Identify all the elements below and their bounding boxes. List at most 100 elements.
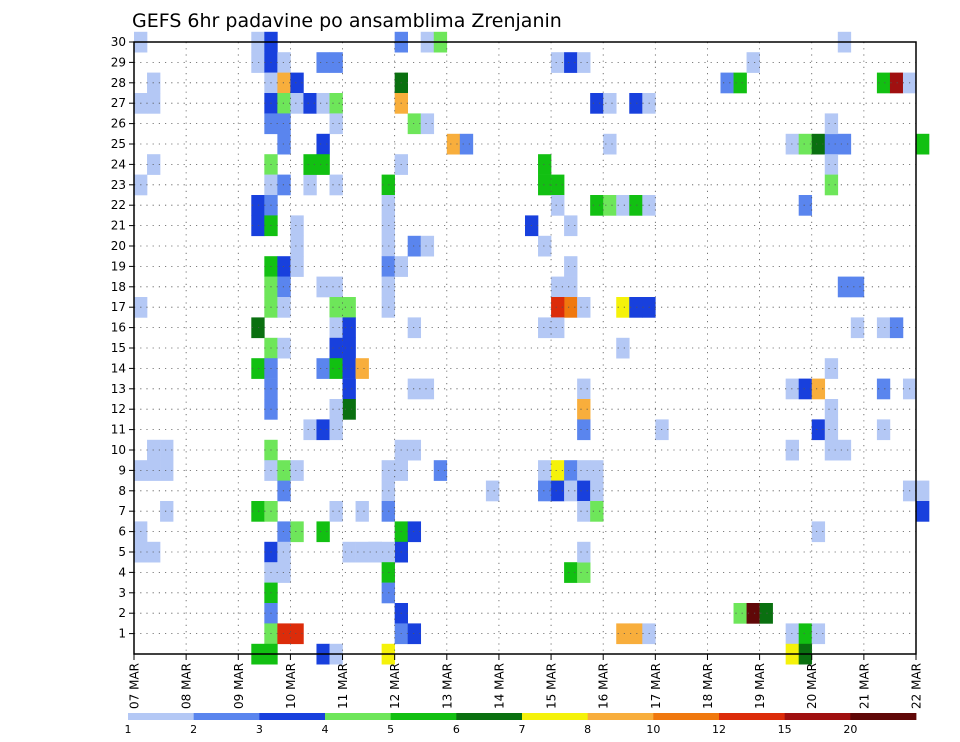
precip-cell — [551, 297, 565, 318]
precip-cell — [824, 399, 839, 420]
x-tick-label: 22 MAR — [910, 663, 924, 709]
precip-cell — [342, 337, 356, 359]
precip-cell — [277, 133, 291, 155]
x-tick-label: 15 MAR — [545, 663, 559, 709]
x-axis: 07 MAR 08 MAR 09 MAR 10 MAR 11 MAR 12 MAR 13 M… — [128, 654, 924, 709]
precip-cell — [629, 195, 643, 216]
precip-cell — [811, 419, 826, 441]
precip-cell — [876, 378, 891, 400]
precip-cell — [551, 480, 565, 502]
precip-cell — [590, 501, 604, 522]
precip-cell — [277, 562, 291, 583]
precip-cell — [420, 378, 435, 400]
precip-cell — [616, 337, 630, 359]
precip-cell — [342, 399, 356, 420]
precip-cell — [251, 501, 265, 522]
precip-cell — [590, 195, 604, 216]
precip-cell — [407, 378, 422, 400]
precip-cell — [564, 52, 578, 73]
precip-cell — [577, 52, 591, 73]
precip-cell — [590, 460, 604, 481]
colorbar-swatch — [193, 713, 260, 720]
y-tick-label: 13 — [111, 382, 126, 396]
precip-cell — [616, 195, 630, 216]
colorbar-label: 7 — [519, 723, 526, 736]
precip-cell — [811, 378, 826, 400]
precip-cell — [277, 337, 291, 359]
precip-cell — [538, 460, 552, 481]
precip-cell — [616, 297, 630, 318]
precip-cell — [407, 113, 422, 135]
x-tick-label: 13 MAR — [440, 663, 454, 709]
precip-cell — [329, 113, 343, 135]
colorbar-label: 20 — [843, 723, 857, 736]
precip-cell — [316, 419, 330, 441]
precip-cell — [290, 460, 304, 481]
y-tick-label: 11 — [111, 423, 126, 437]
y-tick-label: 29 — [111, 55, 126, 69]
precip-cell — [277, 297, 291, 318]
precip-cell — [824, 113, 839, 135]
precip-cell — [290, 72, 304, 94]
precip-cell — [277, 460, 291, 481]
x-tick-label: 08 MAR — [180, 663, 194, 709]
precip-cell — [551, 174, 565, 196]
precip-cell — [316, 154, 330, 175]
precip-cell — [824, 439, 839, 461]
y-tick-label: 27 — [111, 96, 126, 110]
precip-cell — [551, 195, 565, 216]
y-tick-label: 17 — [111, 300, 126, 314]
precip-cell — [551, 317, 565, 339]
precip-cell — [251, 317, 265, 339]
precip-cell — [564, 276, 578, 298]
precip-cell — [407, 623, 422, 645]
colorbar-label: 6 — [453, 723, 460, 736]
precip-cell — [329, 276, 343, 298]
precip-cell — [303, 419, 317, 441]
precip-cell — [538, 154, 552, 175]
precip-cell — [342, 317, 356, 339]
colorbar-label: 1 — [125, 723, 132, 736]
precip-cell — [564, 215, 578, 237]
precip-cell — [577, 562, 591, 583]
precip-cell — [316, 276, 330, 298]
precip-cell — [564, 460, 578, 481]
precip-cell — [538, 480, 552, 502]
x-tick-label: 12 MAR — [388, 663, 402, 709]
precip-cell — [329, 501, 343, 522]
x-tick-label: 10 MAR — [284, 663, 298, 709]
colorbar-label: 5 — [387, 723, 394, 736]
precip-cell — [538, 235, 552, 257]
y-tick-label: 16 — [111, 321, 126, 335]
precip-cell — [837, 439, 852, 461]
y-tick-label: 14 — [111, 361, 126, 375]
x-tick-label: 09 MAR — [232, 663, 246, 709]
precip-cell — [538, 317, 552, 339]
colorbar-swatch — [456, 713, 523, 720]
precip-cell — [251, 358, 265, 379]
y-tick-label: 2 — [118, 606, 126, 620]
precip-cell — [277, 541, 291, 563]
precip-cell — [407, 439, 422, 461]
precip-cell — [603, 195, 617, 216]
precip-cell — [160, 501, 174, 522]
y-tick-label: 9 — [118, 463, 126, 477]
precip-cell — [551, 460, 565, 481]
colorbar-swatch — [390, 713, 457, 720]
precip-cell — [876, 317, 891, 339]
precip-cell — [420, 235, 435, 257]
precip-cell — [290, 235, 304, 257]
y-tick-label: 12 — [111, 402, 126, 416]
precip-cell — [876, 419, 891, 441]
precip-cell — [811, 133, 826, 155]
precip-cell — [316, 358, 330, 379]
y-tick-label: 1 — [118, 627, 126, 641]
precip-cell — [629, 93, 643, 114]
precip-cell — [277, 93, 291, 114]
precip-cell — [564, 480, 578, 502]
precip-cell — [277, 72, 291, 94]
precip-cell — [251, 215, 265, 237]
precip-cell — [329, 317, 343, 339]
precip-cell — [407, 317, 422, 339]
